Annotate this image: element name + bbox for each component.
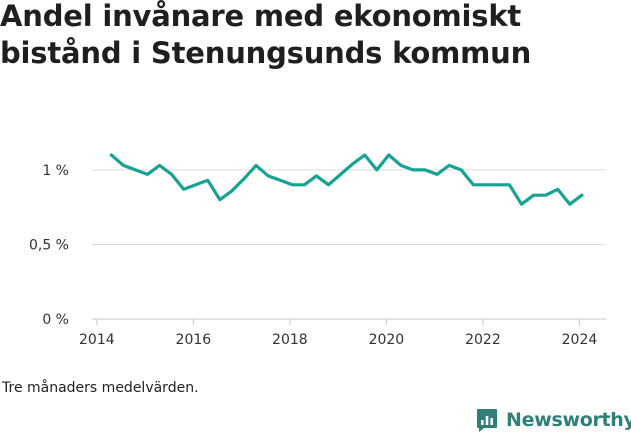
- x-tick-label: 2014: [79, 332, 115, 348]
- x-tick-label: 2020: [369, 332, 405, 348]
- x-tick-label: 2018: [272, 332, 308, 348]
- series-line: [109, 153, 584, 206]
- y-tick-label: 0,5 %: [29, 237, 69, 253]
- y-tick-label: 1 %: [42, 163, 69, 179]
- footnote: Tre månaders medelvärden.: [2, 380, 199, 396]
- chart-title: Andel invånare med ekonomiskt bistånd i …: [0, 0, 532, 70]
- y-tick-label: 0 %: [42, 312, 69, 328]
- gridlines: [92, 169, 606, 320]
- x-tick-label: 2016: [176, 332, 212, 348]
- y-axis: 0 % 0,5 % 1 %: [29, 163, 69, 328]
- x-tick-label: 2024: [562, 332, 598, 348]
- bar-chart-logo-icon: [477, 409, 497, 432]
- x-tick-label: 2022: [465, 332, 501, 348]
- brand-logo: Newsworthy: [476, 408, 631, 432]
- brand-name: Newsworthy: [506, 409, 631, 431]
- x-axis: 2014 2016 2018 2020 2022 2024: [79, 319, 597, 348]
